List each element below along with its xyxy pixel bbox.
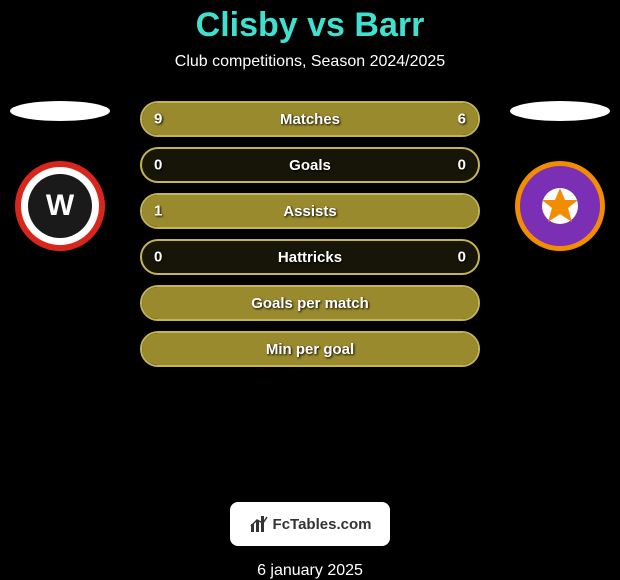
stat-bar-hattricks: 0 0 Hattricks <box>140 239 480 275</box>
stat-bar-assists: 1 Assists <box>140 193 480 229</box>
bar-value-left: 0 <box>154 249 162 266</box>
right-team-crest <box>515 161 605 251</box>
left-side: W <box>0 101 120 251</box>
bar-label: Min per goal <box>266 341 354 358</box>
club-crest-right-icon <box>532 178 588 234</box>
club-crest-left-icon: W <box>28 174 92 238</box>
right-side <box>500 101 620 251</box>
left-player-silhouette <box>10 101 110 121</box>
stat-bar-min-per-goal: Min per goal <box>140 331 480 367</box>
bar-label: Goals per match <box>251 295 369 312</box>
left-team-crest: W <box>15 161 105 251</box>
bar-value-right: 0 <box>458 157 466 174</box>
stat-bar-goals: 0 0 Goals <box>140 147 480 183</box>
bar-value-right: 6 <box>458 111 466 128</box>
chart-icon <box>249 514 269 534</box>
bar-value-left: 1 <box>154 203 162 220</box>
bar-label: Hattricks <box>278 249 342 266</box>
bar-value-left: 0 <box>154 157 162 174</box>
bar-label: Matches <box>280 111 340 128</box>
stat-bar-matches: 9 6 Matches <box>140 101 480 137</box>
infographic-root: Clisby vs Barr Club competitions, Season… <box>0 0 620 580</box>
bar-label: Goals <box>289 157 331 174</box>
brand-badge[interactable]: FcTables.com <box>230 502 390 546</box>
bar-value-left: 9 <box>154 111 162 128</box>
stat-bars: 9 6 Matches 0 0 Goals 1 Assists 0 0 Hattricks Goals… <box>120 101 500 367</box>
stat-bar-goals-per-match: Goals per match <box>140 285 480 321</box>
date-text: 6 january 2025 <box>257 562 363 580</box>
main-row: W 9 6 Matches 0 0 Goals 1 Assists 0 0 Hattricks Goa… <box>0 101 620 492</box>
brand-text: FcTables.com <box>273 516 372 533</box>
bar-label: Assists <box>283 203 336 220</box>
page-subtitle: Club competitions, Season 2024/2025 <box>175 53 445 71</box>
page-title: Clisby vs Barr <box>196 6 425 45</box>
right-player-silhouette <box>510 101 610 121</box>
bar-value-right: 0 <box>458 249 466 266</box>
